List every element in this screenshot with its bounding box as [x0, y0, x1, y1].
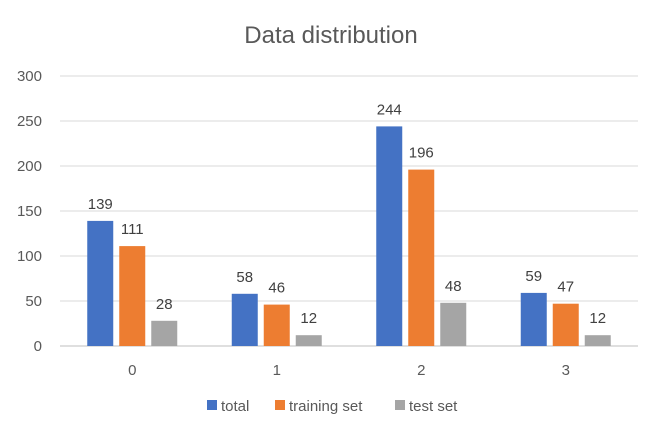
legend-label: test set: [409, 398, 458, 415]
legend-label: training set: [289, 398, 363, 415]
data-label: 58: [236, 269, 253, 286]
data-label: 12: [300, 310, 317, 327]
x-tick-label: 3: [562, 362, 570, 379]
legend-label: total: [221, 398, 249, 415]
bar: [440, 302, 467, 346]
data-labels: 139 111 28 58 46 12 244 196 48 59 47 12: [88, 101, 606, 327]
x-tick-label: 0: [128, 362, 136, 379]
data-label: 59: [525, 268, 542, 285]
data-label: 111: [121, 221, 144, 238]
bar: [295, 335, 322, 346]
data-label: 28: [156, 296, 173, 313]
data-label: 196: [409, 145, 434, 162]
gridlines: [60, 75, 638, 347]
bar: [520, 292, 547, 346]
data-label: 48: [445, 278, 462, 295]
bar: [408, 169, 435, 346]
data-label: 46: [268, 280, 285, 297]
y-tick-label: 250: [17, 113, 42, 130]
y-tick-label: 100: [17, 248, 42, 265]
x-tick-label: 2: [417, 362, 425, 379]
y-tick-label: 200: [17, 158, 42, 175]
data-label: 244: [377, 101, 402, 118]
legend-swatch: [275, 400, 285, 410]
legend-swatch: [207, 400, 217, 410]
bar: [231, 293, 258, 346]
bar: [552, 303, 579, 346]
y-tick-label: 50: [25, 293, 42, 310]
bar: [263, 304, 290, 346]
bar: [119, 246, 146, 346]
y-axis-ticks: 0 50 100 150 200 250 300: [17, 68, 42, 355]
chart-title: Data distribution: [244, 22, 417, 49]
data-label: 139: [88, 196, 113, 213]
bar: [87, 220, 114, 346]
data-label: 12: [589, 310, 606, 327]
legend: total training set test set: [207, 398, 458, 415]
y-tick-label: 0: [34, 338, 42, 355]
y-tick-label: 300: [17, 68, 42, 85]
bar: [584, 335, 611, 346]
y-tick-label: 150: [17, 203, 42, 220]
bars: [87, 126, 611, 347]
bar: [151, 320, 178, 346]
legend-swatch: [395, 400, 405, 410]
data-label: 47: [557, 279, 574, 296]
bar: [376, 126, 403, 347]
x-tick-label: 1: [273, 362, 281, 379]
x-axis-ticks: 0 1 2 3: [128, 362, 570, 379]
